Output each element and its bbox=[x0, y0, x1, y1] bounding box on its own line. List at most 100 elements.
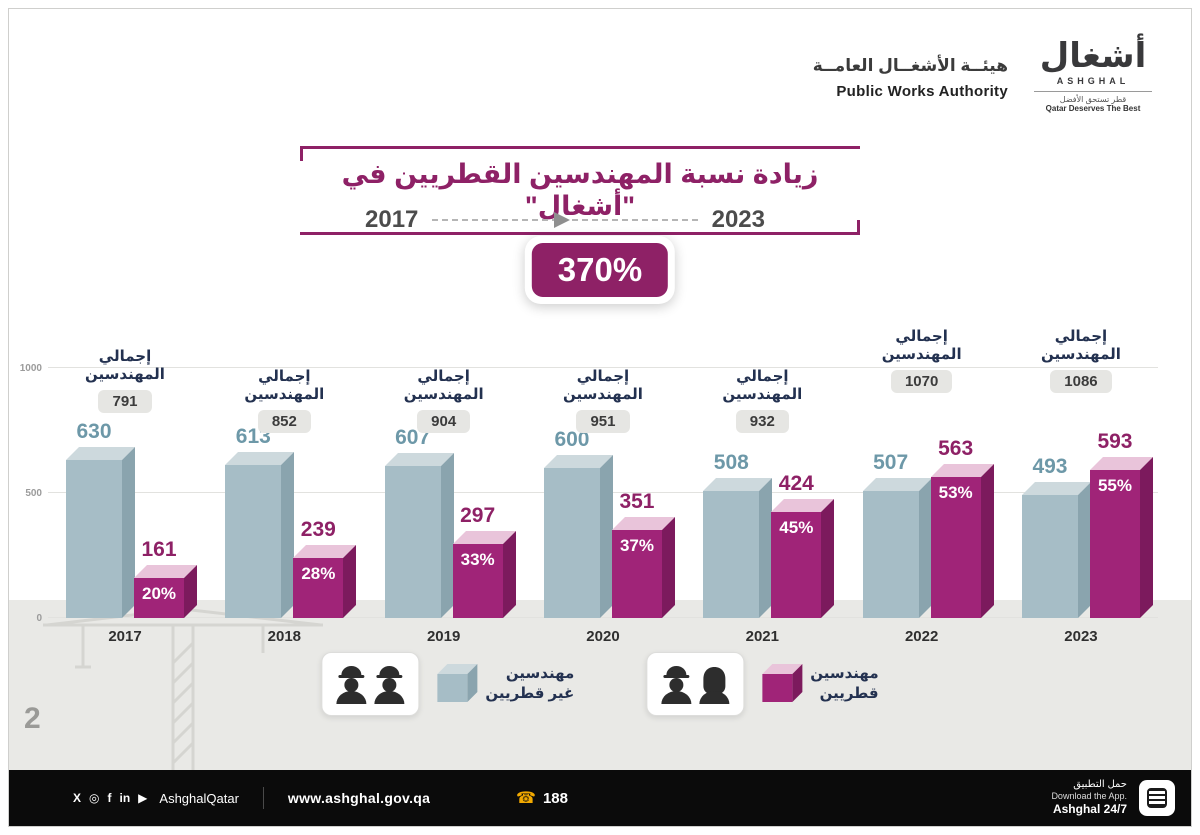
qatari-bar-group: 351 37% bbox=[611, 490, 675, 618]
chart-legend: مهندسين غير قطريين مهندسين قطريين bbox=[321, 652, 879, 716]
qatari-bar-group: 563 53% bbox=[930, 437, 994, 618]
arrow-right-icon bbox=[554, 212, 571, 228]
total-engineers-value: 904 bbox=[417, 410, 471, 433]
qatari-percent-label: 20% bbox=[141, 584, 177, 603]
chart-group: إجمالي المهندسين 791 630 161 20% bbox=[50, 332, 200, 645]
year-label: 2017 bbox=[108, 628, 142, 645]
growth-percentage: 370% bbox=[531, 243, 669, 297]
qatari-bar: 20% bbox=[134, 565, 197, 618]
bar-pair: 613 239 28% bbox=[225, 425, 357, 618]
total-label-line2: المهندسين bbox=[1041, 346, 1121, 363]
title-text: زيادة نسبة المهندسين القطريين في "أشغال" bbox=[341, 159, 819, 222]
qatari-percent-label: 37% bbox=[619, 536, 654, 555]
non-qatari-bar bbox=[66, 447, 135, 618]
linkedin-icon[interactable]: in bbox=[119, 791, 131, 805]
total-engineers-label: إجمالي المهندسين 951 bbox=[536, 368, 670, 433]
non-qatari-value-label: 600 bbox=[554, 428, 590, 451]
total-engineers-value: 951 bbox=[576, 410, 630, 433]
bar-pair: 630 161 20% bbox=[66, 420, 197, 618]
chart-group: إجمالي المهندسين 1086 493 593 55% bbox=[1006, 328, 1156, 645]
qatari-percent-label: 53% bbox=[938, 483, 973, 502]
year-label: 2020 bbox=[586, 628, 620, 645]
total-engineers-value: 852 bbox=[257, 410, 311, 433]
logo-taglines: قطر تستحق الأفضل Qatar Deserves The Best bbox=[1034, 91, 1152, 113]
y-axis-tick-1000: 1000 bbox=[19, 363, 42, 374]
non-qatari-engineers-icon bbox=[321, 652, 420, 716]
non-qatari-bar-group: 600 bbox=[543, 428, 613, 618]
qatari-bar-group: 424 45% bbox=[771, 472, 835, 618]
construction-crane-image bbox=[43, 607, 323, 771]
bar-pair: 493 593 55% bbox=[1021, 430, 1153, 618]
total-engineers-label: إجمالي المهندسين 1070 bbox=[855, 328, 989, 393]
qatari-bar: 28% bbox=[293, 545, 357, 618]
bar-chart: 1000 500 0 إجمالي المهندسين 791 630 161 bbox=[20, 328, 1158, 645]
total-label-line1: إجمالي bbox=[1054, 328, 1108, 345]
x-icon[interactable]: X bbox=[73, 791, 82, 805]
instagram-icon[interactable]: ◎ bbox=[89, 791, 100, 805]
chart-group: إجمالي المهندسين 1070 507 563 53% bbox=[847, 328, 997, 645]
qatari-value-label: 563 bbox=[938, 437, 974, 460]
footer-bar: X ◎ f in ▶ AshghalQatar www.ashghal.gov.… bbox=[9, 770, 1191, 826]
phone-number: 188 bbox=[542, 789, 568, 807]
app-download-text: حمل التطبيق Download the App. Ashghal 24… bbox=[1051, 779, 1127, 818]
total-engineers-label: إجمالي المهندسين 1086 bbox=[1014, 328, 1148, 393]
legend-label-qatari: مهندسين قطريين bbox=[810, 664, 879, 702]
qatari-percent-label: 28% bbox=[301, 564, 336, 583]
footer-app-section: حمل التطبيق Download the App. Ashghal 24… bbox=[1051, 779, 1175, 818]
qatari-bar: 53% bbox=[930, 464, 994, 618]
non-qatari-bar-group: 607 bbox=[384, 426, 454, 618]
qatari-color-cube bbox=[762, 664, 803, 702]
total-label-line2: المهندسين bbox=[563, 386, 643, 403]
timeline-dashed-line bbox=[432, 212, 698, 228]
non-qatari-bar-group: 630 bbox=[66, 420, 135, 618]
page-title: زيادة نسبة المهندسين القطريين في "أشغال" bbox=[300, 146, 860, 235]
chart-groups: إجمالي المهندسين 791 630 161 20% bbox=[48, 328, 1158, 645]
total-engineers-label: إجمالي المهندسين 904 bbox=[377, 368, 511, 433]
engineer-icon bbox=[336, 666, 367, 704]
non-qatari-value-label: 507 bbox=[873, 451, 909, 474]
ashghal-app-icon[interactable] bbox=[1139, 780, 1175, 816]
qatari-value-label: 593 bbox=[1097, 430, 1133, 453]
year-label: 2023 bbox=[1064, 628, 1098, 645]
total-label-line2: المهندسين bbox=[881, 346, 962, 363]
engineer-icon bbox=[661, 666, 692, 704]
qatari-value-label: 424 bbox=[778, 472, 814, 495]
non-qatari-bar-group: 507 bbox=[862, 451, 932, 618]
app-name: Ashghal 24/7 bbox=[1052, 802, 1127, 817]
qatari-percent-label: 45% bbox=[779, 518, 814, 537]
legend-item-qatari: مهندسين قطريين bbox=[646, 652, 879, 716]
year-label: 2019 bbox=[426, 628, 461, 645]
qatari-bar-group: 161 20% bbox=[134, 538, 197, 618]
background-band bbox=[9, 600, 1191, 771]
footer-divider bbox=[262, 787, 264, 809]
y-axis-tick-0: 0 bbox=[36, 613, 42, 624]
qatari-bar-group: 593 55% bbox=[1089, 430, 1153, 618]
total-engineers-label: إجمالي المهندسين 932 bbox=[695, 368, 829, 433]
total-label-line2: المهندسين bbox=[244, 386, 325, 403]
chart-group: إجمالي المهندسين 852 613 239 28% bbox=[209, 332, 359, 645]
non-qatari-color-cube bbox=[437, 664, 478, 702]
logo-tagline-english: Qatar Deserves The Best bbox=[1045, 104, 1141, 114]
qatari-bar: 55% bbox=[1089, 457, 1153, 618]
bar-pair: 508 424 45% bbox=[703, 451, 835, 618]
bar-pair: 507 563 53% bbox=[862, 437, 994, 618]
y-axis-tick-500: 500 bbox=[25, 488, 42, 499]
website-link[interactable]: www.ashghal.gov.qa bbox=[287, 790, 431, 806]
facebook-icon[interactable]: f bbox=[107, 791, 112, 805]
start-year-label: 2017 bbox=[365, 206, 419, 233]
total-label-line1: إجمالي bbox=[736, 368, 789, 385]
total-engineers-label: إجمالي المهندسين 852 bbox=[217, 368, 351, 433]
total-label-line1: إجمالي bbox=[258, 368, 311, 385]
non-qatari-bar bbox=[384, 453, 454, 618]
qatari-value-label: 239 bbox=[300, 518, 336, 541]
timeline: 2017 2023 bbox=[365, 206, 765, 234]
total-label-line1: إجمالي bbox=[895, 328, 948, 345]
qatari-engineers-icon bbox=[646, 652, 745, 716]
youtube-icon[interactable]: ▶ bbox=[138, 791, 148, 805]
logo-latin-text: ASHGHAL bbox=[1056, 76, 1130, 87]
logo-tagline-arabic: قطر تستحق الأفضل bbox=[1059, 95, 1127, 105]
non-qatari-bar-group: 613 bbox=[225, 425, 295, 618]
chart-group: إجمالي المهندسين 904 607 297 33% bbox=[369, 332, 519, 645]
non-qatari-value-label: 630 bbox=[76, 420, 112, 443]
footer-phone-section: ☎ 188 bbox=[516, 788, 568, 808]
